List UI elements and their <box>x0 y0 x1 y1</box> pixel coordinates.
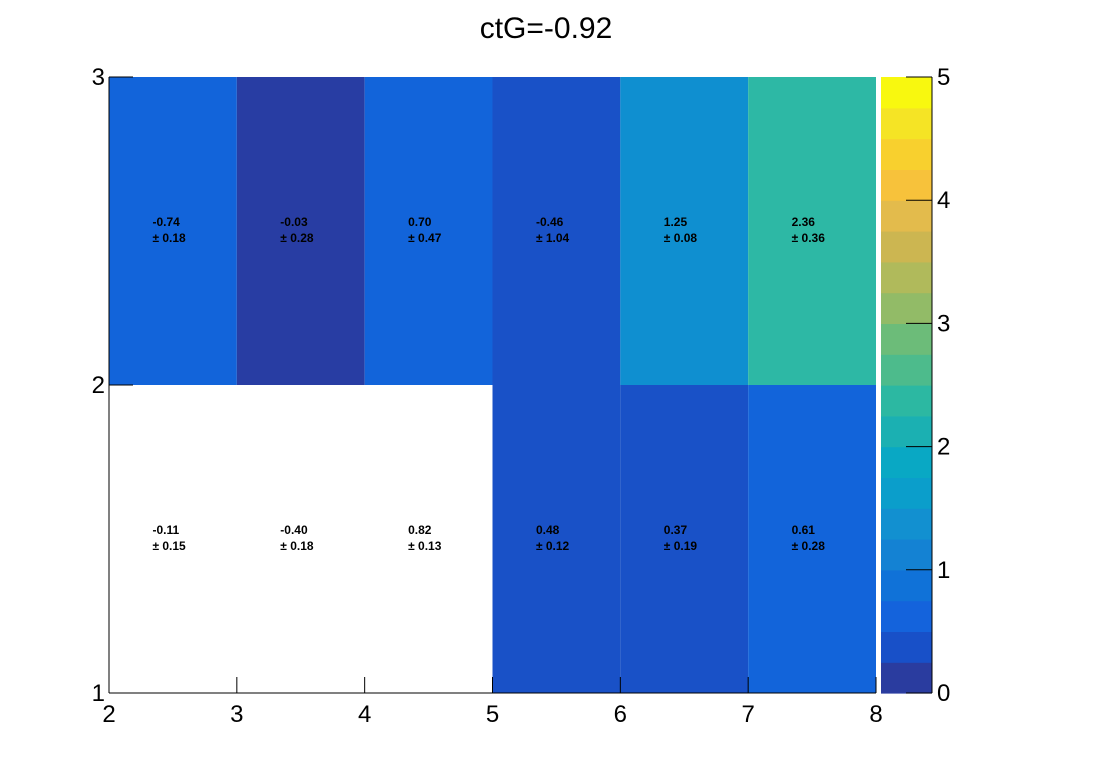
colorbar-band <box>881 292 932 324</box>
colorbar-tick-label: 5 <box>937 64 950 91</box>
x-tick-label: 8 <box>869 701 882 728</box>
cell-value-label: -0.40 <box>280 523 308 537</box>
cell-error-label: ± 0.18 <box>152 231 186 245</box>
cell-value-label: -0.46 <box>536 215 564 229</box>
colorbar-band <box>881 138 932 170</box>
x-tick-label: 3 <box>230 701 243 728</box>
cell-error-label: ± 0.28 <box>792 539 826 553</box>
heatmap-cell <box>364 385 493 693</box>
colorbar-band <box>881 169 932 201</box>
heatmap-cell <box>236 77 365 385</box>
colorbar-band <box>881 323 932 355</box>
cell-value-label: -0.74 <box>152 215 180 229</box>
cell-error-label: ± 0.12 <box>536 539 570 553</box>
y-tick-label: 3 <box>92 64 105 91</box>
colorbar-band <box>881 261 932 294</box>
x-tick-label: 2 <box>102 701 115 728</box>
heatmap-cell <box>620 385 749 693</box>
cell-value-label: 0.48 <box>536 523 560 537</box>
colorbar-band <box>881 631 932 663</box>
colorbar-band <box>881 200 932 232</box>
cell-error-label: ± 0.18 <box>280 539 314 553</box>
colorbar-band <box>881 508 932 540</box>
heatmap-cell <box>748 385 876 693</box>
colorbar-band <box>881 446 932 478</box>
colorbar-band <box>881 77 932 109</box>
y-tick-label: 2 <box>92 372 105 399</box>
cell-error-label: ± 0.08 <box>664 231 698 245</box>
x-tick-label: 7 <box>741 701 754 728</box>
colorbar-band <box>881 569 932 602</box>
heatmap-cell <box>109 77 237 385</box>
cell-value-label: 2.36 <box>792 215 816 229</box>
cell-error-label: ± 0.13 <box>408 539 442 553</box>
heatmap-cell <box>236 385 365 693</box>
heatmap-cell <box>492 77 621 385</box>
cell-error-label: ± 0.15 <box>152 539 186 553</box>
cell-value-label: -0.11 <box>152 523 179 537</box>
cell-value-label: 0.70 <box>408 215 432 229</box>
heatmap-cell <box>748 77 876 385</box>
colorbar-tick-label: 4 <box>937 187 950 214</box>
cell-error-label: ± 0.36 <box>792 231 826 245</box>
chart-title: ctG=-0.92 <box>480 12 613 45</box>
cell-error-label: ± 0.47 <box>408 231 442 245</box>
cell-value-label: 0.37 <box>664 523 688 537</box>
colorbar-band <box>881 477 932 509</box>
colorbar-tick-label: 1 <box>937 557 950 584</box>
heatmap-cell <box>364 77 493 385</box>
heatmap-cell <box>620 77 749 385</box>
cell-value-label: -0.03 <box>280 215 308 229</box>
colorbar-band <box>881 354 932 386</box>
colorbar-band <box>881 107 932 140</box>
colorbar-tick-label: 2 <box>937 434 950 461</box>
heatmap-cell <box>492 385 621 693</box>
cell-error-label: ± 1.04 <box>536 231 570 245</box>
colorbar-band <box>881 231 932 263</box>
x-tick-label: 6 <box>614 701 627 728</box>
colorbar-band <box>881 385 932 417</box>
colorbar-band <box>881 415 932 448</box>
cell-labels-layer: -0.74 ± 0.18 -0.03 ± 0.28 0.70 ± 0.47 -0.46 ± 1… <box>152 215 825 553</box>
cell-value-label: 1.25 <box>664 215 688 229</box>
colorbar-band <box>881 662 932 694</box>
colorbar: 0 1 2 3 4 5 <box>881 64 950 707</box>
colorbar-band <box>881 539 932 571</box>
cell-error-label: ± 0.19 <box>664 539 698 553</box>
colorbar-tick-label: 3 <box>937 310 950 337</box>
colorbar-band <box>881 600 932 632</box>
x-tick-label: 5 <box>486 701 499 728</box>
cell-value-label: 0.82 <box>408 523 432 537</box>
y-tick-label: 1 <box>92 680 105 707</box>
cells-layer <box>109 77 876 693</box>
colorbar-tick-label: 0 <box>937 680 950 707</box>
cell-error-label: ± 0.28 <box>280 231 314 245</box>
cell-value-label: 0.61 <box>792 523 816 537</box>
x-tick-label: 4 <box>358 701 371 728</box>
heatmap-cell <box>109 385 237 693</box>
